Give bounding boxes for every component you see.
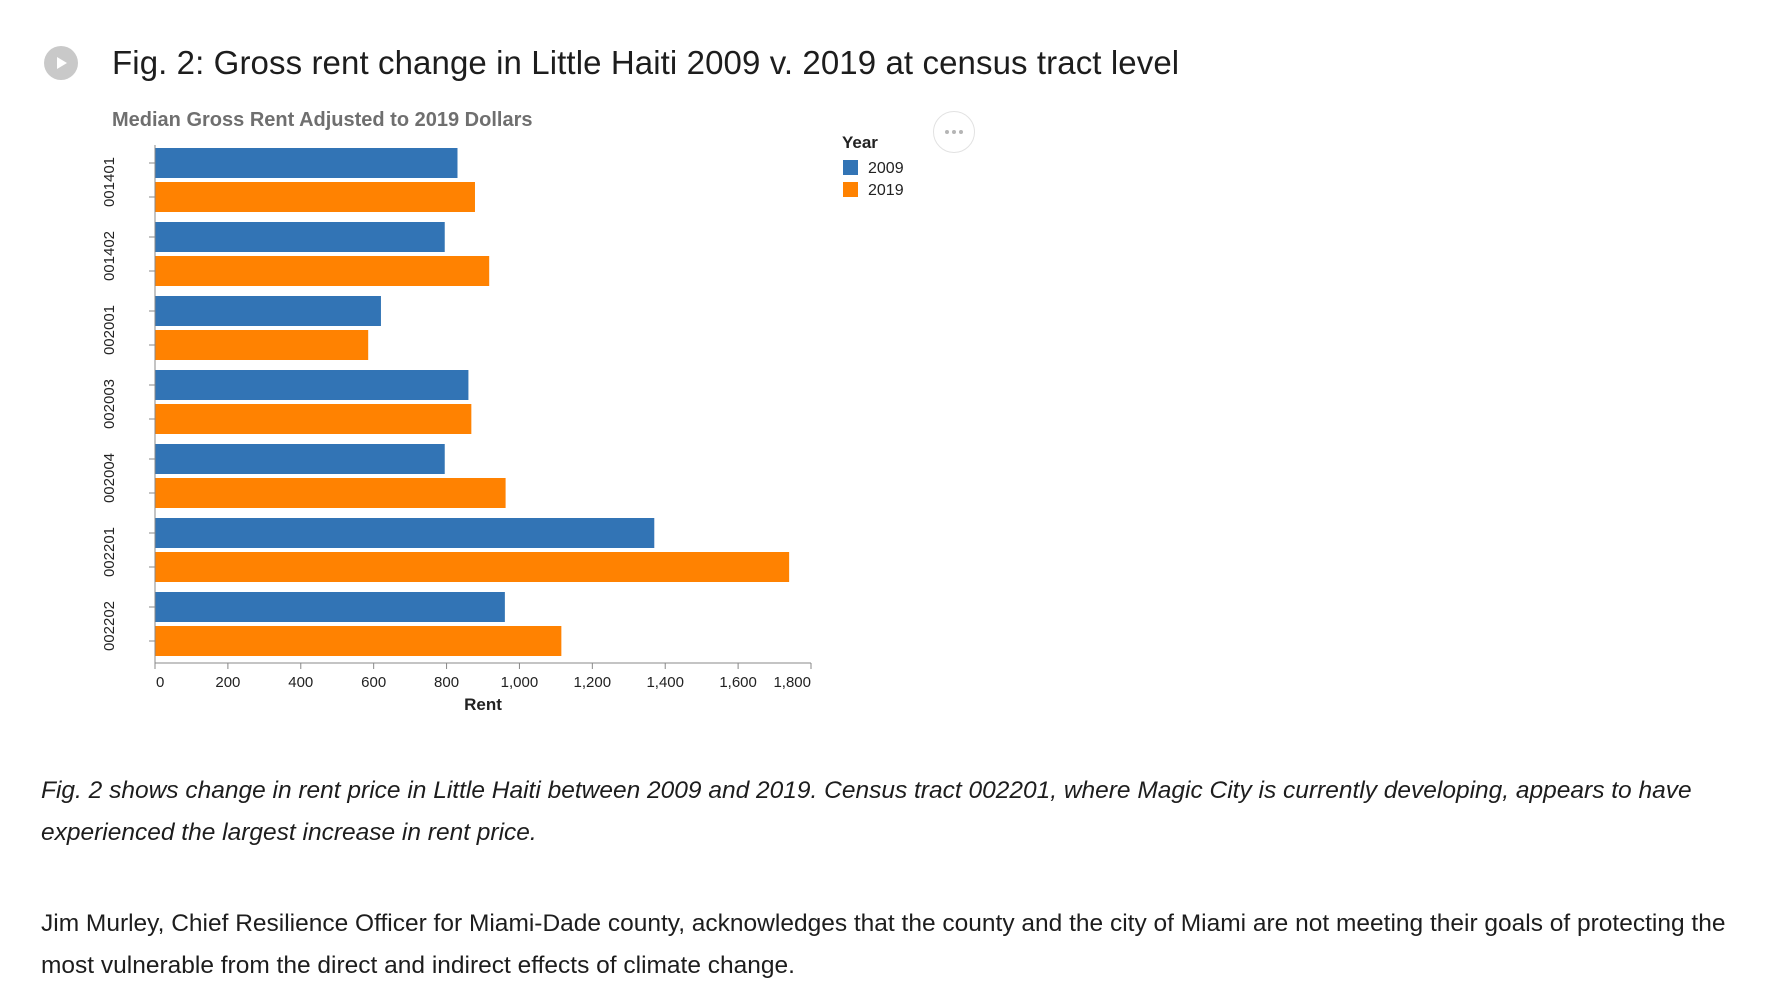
x-tick-label: 800 [434, 674, 459, 691]
bar-001402-2019 [155, 256, 490, 286]
more-horizontal-icon [945, 130, 949, 134]
chart-actions-menu-button[interactable] [933, 111, 975, 153]
bar-002003-2009 [155, 370, 469, 400]
x-tick-label: 1,400 [646, 674, 684, 691]
bar-002202-2019 [155, 626, 562, 656]
bar-002003-2019 [155, 404, 472, 434]
y-tick-label: 002201 [101, 527, 118, 577]
y-tick-label: 002003 [101, 379, 118, 429]
legend-title: Year [842, 133, 878, 152]
bar-002001-2019 [155, 330, 369, 360]
y-tick-label: 002202 [101, 601, 118, 651]
bar-001401-2019 [155, 182, 475, 212]
chart-title: Median Gross Rent Adjusted to 2019 Dolla… [112, 109, 532, 131]
body-paragraph: Jim Murley, Chief Resilience Officer for… [41, 910, 1726, 979]
bar-001402-2009 [155, 222, 445, 252]
legend-swatch-2019 [843, 182, 858, 197]
bar-001401-2009 [155, 148, 458, 178]
x-tick-label: 600 [361, 674, 386, 691]
x-tick-label: 200 [215, 674, 240, 691]
y-tick-label: 002001 [101, 305, 118, 355]
x-tick-label: 1,000 [501, 674, 539, 691]
bar-002201-2019 [155, 552, 790, 582]
y-tick-label: 001402 [101, 231, 118, 281]
figure-caption: Fig. 2 shows change in rent price in Lit… [41, 777, 1692, 846]
bar-002001-2009 [155, 296, 381, 326]
y-tick-label: 002004 [101, 453, 118, 503]
more-horizontal-icon [959, 130, 963, 134]
legend-label: 2009 [868, 160, 904, 177]
figure-heading-row: Fig. 2: Gross rent change in Little Hait… [44, 22, 1179, 104]
play-circle-icon[interactable] [44, 46, 78, 81]
bar-002004-2019 [155, 478, 506, 508]
more-horizontal-icon [952, 130, 956, 134]
figure-heading: Fig. 2: Gross rent change in Little Hait… [112, 44, 1180, 82]
x-tick-label: 400 [288, 674, 313, 691]
x-tick-label: 1,600 [719, 674, 757, 691]
bar-002202-2009 [155, 592, 505, 622]
rent-bar-chart: Median Gross Rent Adjusted to 2019 Dolla… [101, 109, 904, 714]
x-tick-label: 1,800 [773, 674, 811, 691]
play-triangle-icon [57, 57, 67, 70]
chart-container: Median Gross Rent Adjusted to 2019 Dolla… [95, 108, 995, 728]
x-tick-label: 0 [156, 674, 164, 691]
y-tick-label: 001401 [101, 157, 118, 207]
bar-002004-2009 [155, 444, 445, 474]
legend-label: 2019 [868, 182, 904, 199]
x-tick-label: 1,200 [574, 674, 612, 691]
bar-002201-2009 [155, 518, 655, 548]
x-axis-title: Rent [464, 695, 502, 714]
legend-swatch-2009 [843, 160, 858, 175]
